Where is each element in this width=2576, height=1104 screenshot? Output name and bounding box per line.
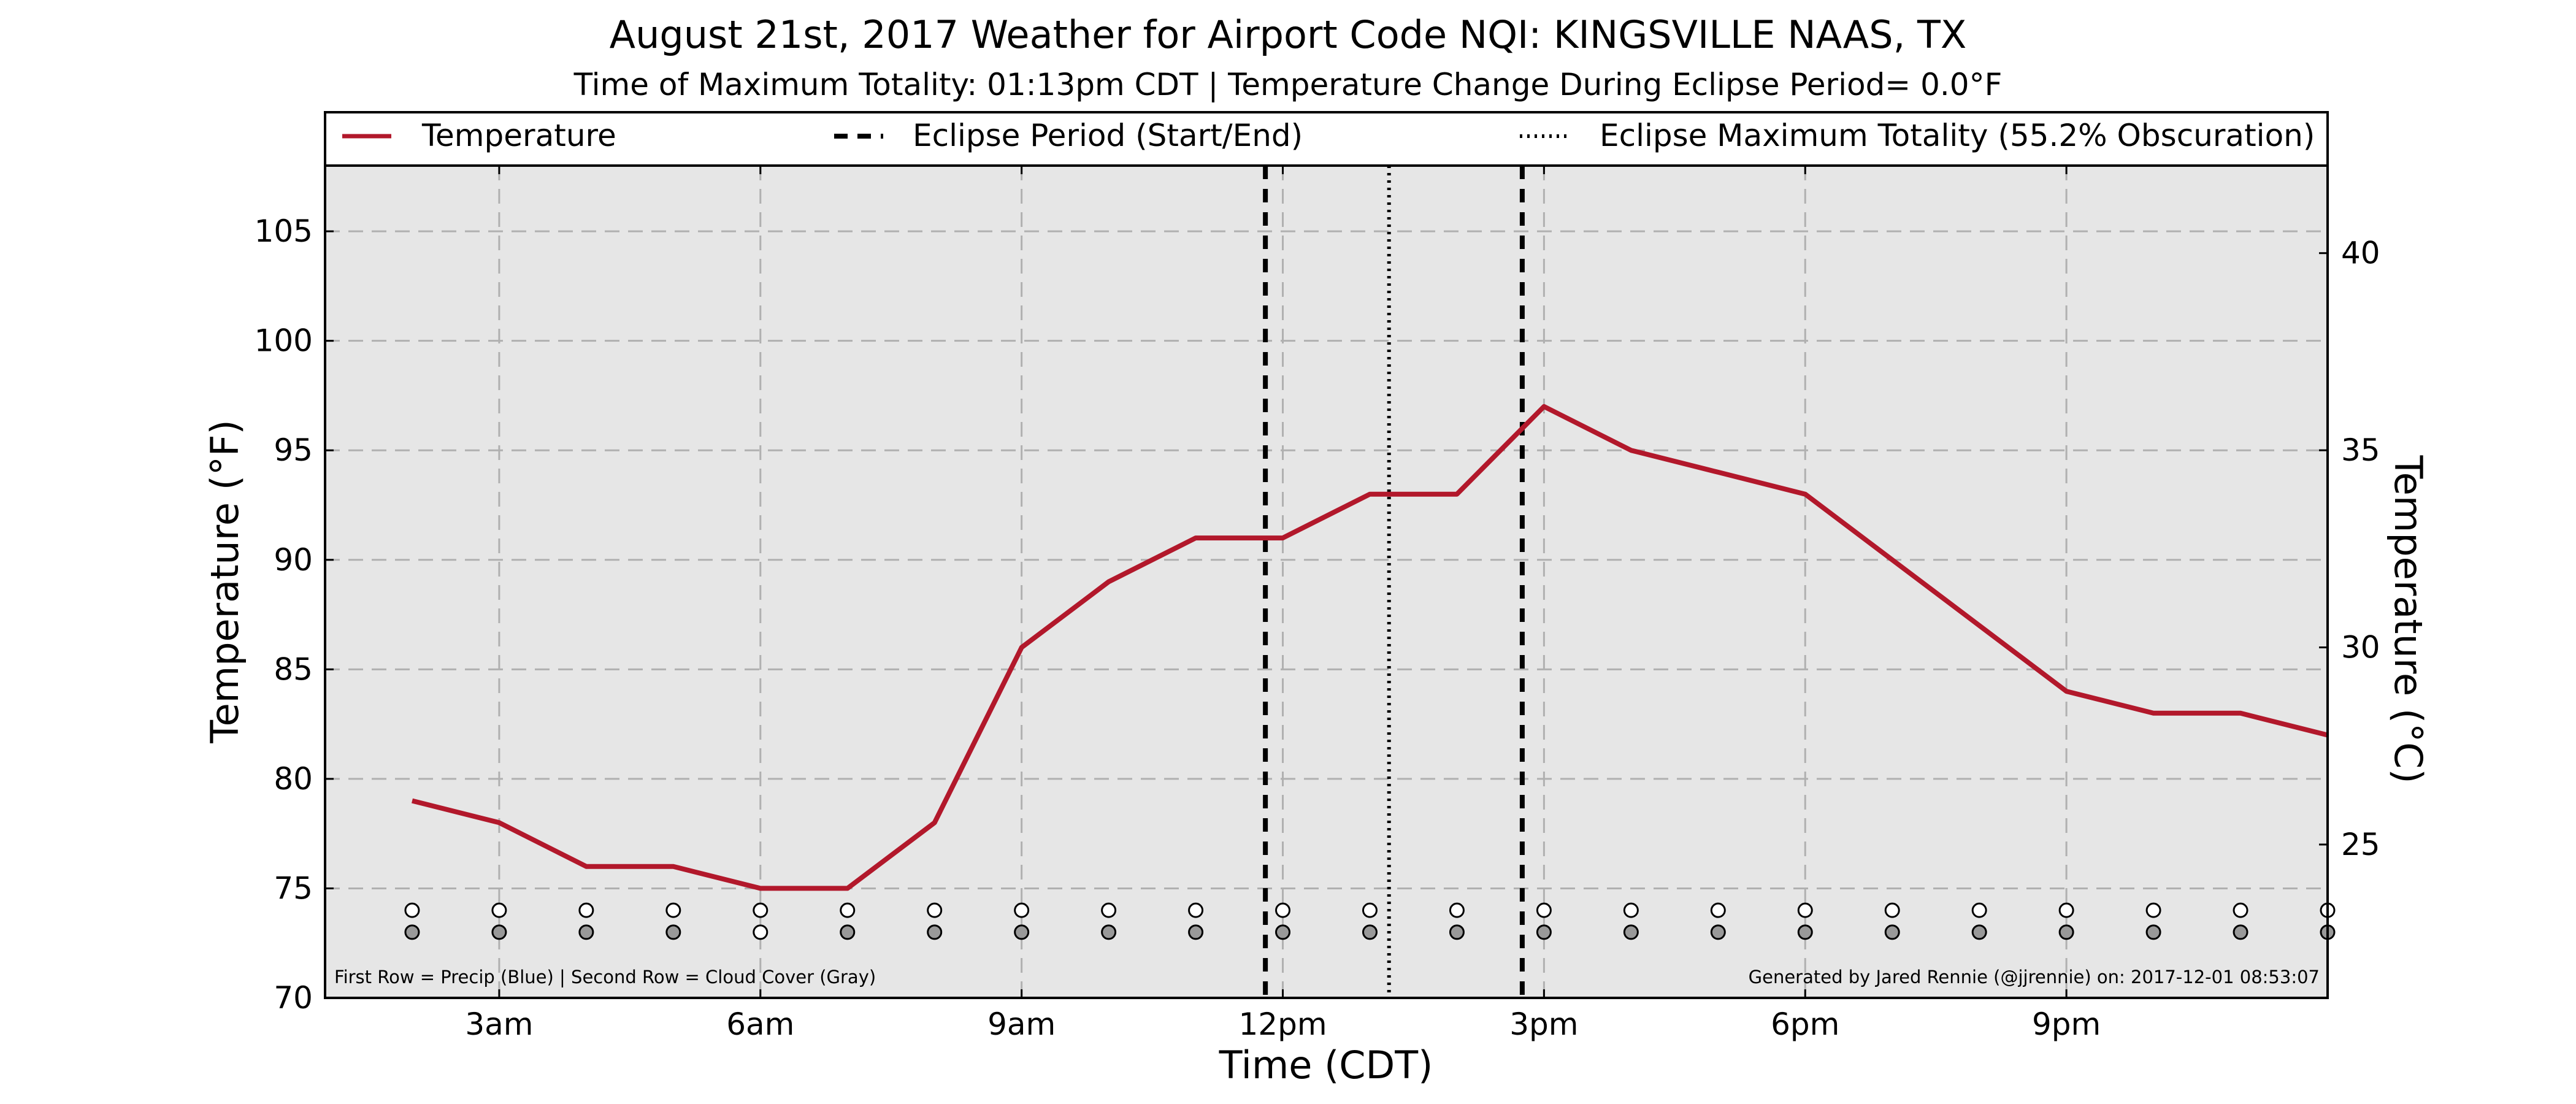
y2-tick-label: 40 xyxy=(2341,236,2380,271)
precip-dot xyxy=(1623,902,1639,918)
y2-tick-label: 25 xyxy=(2341,827,2380,862)
cloud-cover-dot xyxy=(1710,924,1726,940)
precip-dot xyxy=(1449,902,1465,918)
series-layer xyxy=(412,404,2328,891)
cloud-cover-dot xyxy=(491,924,507,940)
precip-dot xyxy=(1101,902,1117,918)
cloud-cover-dot xyxy=(1188,924,1204,940)
cloud-cover-dot xyxy=(1014,924,1030,940)
precip-dot xyxy=(491,902,507,918)
x-tick-label: 6pm xyxy=(1771,1006,1839,1042)
y-tick-label: 105 xyxy=(255,213,313,249)
y-tick-label: 70 xyxy=(274,980,313,1016)
precip-dot xyxy=(1797,902,1813,918)
cloud-cover-dot xyxy=(840,924,856,940)
footnote-left: First Row = Precip (Blue) | Second Row =… xyxy=(334,967,876,987)
x-tick-label: 3am xyxy=(465,1006,533,1042)
y-axis-ticks-left: 70 75 80 85 90 95 100 105 xyxy=(255,213,334,1016)
precip-dot xyxy=(753,902,769,918)
cloud-cover-dot xyxy=(753,924,769,940)
y2-tick-label: 35 xyxy=(2341,432,2380,468)
cloud-cover-dot xyxy=(1536,924,1552,940)
cloud-cover-dot xyxy=(2058,924,2074,940)
precip-dot xyxy=(1536,902,1552,918)
y-axis-label-left: Temperature (°F) xyxy=(202,420,247,743)
x-axis-ticks: 3am 6am 9am 12pm 3pm 6pm 9pm xyxy=(465,166,2101,1042)
x-tick-label: 6am xyxy=(726,1006,794,1042)
chart-subtitle: Time of Maximum Totality: 01:13pm CDT | … xyxy=(573,67,2003,102)
legend-label-eclipse-max: Eclipse Maximum Totality (55.2% Obscurat… xyxy=(1600,118,2315,153)
cloud-cover-dot xyxy=(927,924,943,940)
y-axis-label-right: Temperature (°C) xyxy=(2386,454,2431,783)
plot-area xyxy=(325,166,2328,998)
precip-dot xyxy=(665,902,681,918)
temperature-line xyxy=(412,404,2328,891)
y-tick-label: 85 xyxy=(274,651,313,687)
precip-dot xyxy=(578,902,594,918)
cloud-cover-dot xyxy=(1884,924,1900,940)
precip-dot xyxy=(1014,902,1030,918)
chart-title: August 21st, 2017 Weather for Airport Co… xyxy=(610,12,1967,57)
precip-dot xyxy=(1971,902,1987,918)
legend-box xyxy=(324,111,2329,167)
precip-dot xyxy=(404,902,420,918)
precip-dot xyxy=(1710,902,1726,918)
precip-dot xyxy=(840,902,856,918)
cloud-cover-dot xyxy=(1971,924,1987,940)
x-tick-label: 9pm xyxy=(2032,1006,2101,1042)
y-tick-label: 75 xyxy=(274,870,313,906)
cloud-cover-dot xyxy=(404,924,420,940)
cloud-cover-dot xyxy=(1275,924,1291,940)
precip-dot xyxy=(2058,902,2074,918)
legend-label-temperature: Temperature xyxy=(421,118,616,153)
y-axis-ticks-right: 25 30 35 40 xyxy=(2319,236,2380,862)
x-tick-label: 3pm xyxy=(1509,1006,1578,1042)
precip-dot xyxy=(927,902,943,918)
y-tick-label: 100 xyxy=(255,323,313,359)
y-tick-label: 90 xyxy=(274,542,313,578)
precip-dot xyxy=(1362,902,1378,918)
footnote-right: Generated by Jared Rennie (@jjrennie) on… xyxy=(1749,967,2320,987)
grid-lines xyxy=(325,166,2328,998)
eclipse-lines xyxy=(1263,166,1525,998)
cloud-cover-dot xyxy=(1797,924,1813,940)
x-tick-label: 12pm xyxy=(1238,1006,1327,1042)
precip-dot xyxy=(1884,902,1900,918)
x-axis-label: Time (CDT) xyxy=(1219,1043,1433,1087)
precip-dot xyxy=(2145,902,2161,918)
cloud-cover-dot xyxy=(1449,924,1465,940)
cloud-cover-dot xyxy=(2145,924,2161,940)
cloud-cover-dot xyxy=(665,924,681,940)
x-tick-label: 9am xyxy=(987,1006,1056,1042)
precip-dot xyxy=(1275,902,1291,918)
y-tick-label: 80 xyxy=(274,761,313,797)
cloud-cover-dot xyxy=(578,924,594,940)
y-tick-label: 95 xyxy=(274,432,313,468)
legend-label-eclipse-period: Eclipse Period (Start/End) xyxy=(913,118,1303,153)
y2-tick-label: 30 xyxy=(2341,630,2380,665)
cloud-cover-dot xyxy=(1101,924,1117,940)
precip-dot xyxy=(1188,902,1204,918)
cloud-cover-dot xyxy=(2233,924,2248,940)
cloud-cover-dot xyxy=(1623,924,1639,940)
observation-dots xyxy=(404,902,2336,940)
cloud-cover-dot xyxy=(1362,924,1378,940)
precip-dot xyxy=(2233,902,2248,918)
